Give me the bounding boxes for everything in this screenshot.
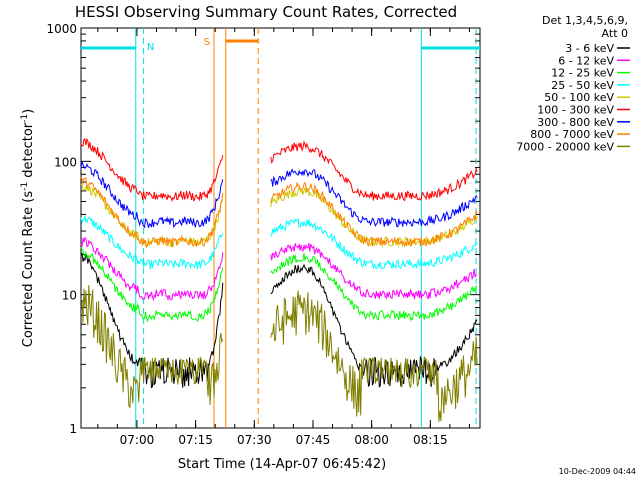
series-line-4 bbox=[270, 185, 478, 248]
series-line-3 bbox=[80, 215, 224, 270]
flag-n-label: N bbox=[147, 42, 154, 53]
y-tick-label: 100 bbox=[54, 155, 77, 169]
y-tick-label: 1 bbox=[69, 422, 77, 436]
legend-label: 25 - 50 keV bbox=[551, 79, 614, 92]
series-line-2 bbox=[80, 247, 224, 323]
footer-timestamp: 10-Dec-2009 04:44 bbox=[559, 467, 636, 476]
series-line-7 bbox=[80, 176, 224, 248]
flag-s-label: S bbox=[204, 37, 210, 48]
y-axis-label: Corrected Count Rate (s-1 detector-1) bbox=[20, 109, 36, 347]
series-line-7 bbox=[270, 181, 478, 248]
x-tick-label: 08:15 bbox=[413, 433, 448, 447]
y-tick-label: 10 bbox=[62, 289, 77, 303]
series-line-6 bbox=[270, 168, 478, 228]
y-tick-label: 1000 bbox=[46, 22, 77, 36]
x-tick-label: 08:00 bbox=[354, 433, 389, 447]
series-line-1 bbox=[80, 236, 224, 302]
plot-area: 07:00 07:15 07:30 07:45 08:00 08:15 1 10 100 1000… bbox=[46, 22, 481, 447]
chart-title: HESSI Observing Summary Count Rates, Cor… bbox=[75, 3, 457, 21]
y-axis-label-mid: detector bbox=[21, 122, 36, 182]
y-axis-label-end: ) bbox=[21, 109, 36, 114]
x-tick-label: 07:15 bbox=[178, 433, 213, 447]
x-tick-label: 07:00 bbox=[120, 433, 155, 447]
legend-title-line2: Att 0 bbox=[602, 27, 628, 40]
y-axis-label-sup: -1 bbox=[20, 182, 30, 191]
series-line-0 bbox=[80, 252, 224, 389]
series-line-8 bbox=[80, 284, 224, 409]
series-line-5 bbox=[80, 137, 224, 203]
legend-label: 300 - 800 keV bbox=[537, 116, 614, 129]
legend-label: 100 - 300 keV bbox=[537, 104, 614, 117]
series-line-3 bbox=[270, 217, 478, 270]
series-line-8 bbox=[270, 290, 478, 422]
legend-label: 7000 - 20000 keV bbox=[516, 140, 614, 153]
y-axis-label-main: Corrected Count Rate (s bbox=[21, 191, 36, 348]
series-line-5 bbox=[270, 140, 478, 202]
series-line-0 bbox=[270, 263, 478, 388]
x-tick-label: 07:30 bbox=[237, 433, 272, 447]
series-line-6 bbox=[80, 160, 224, 229]
legend-label: 6 - 12 keV bbox=[558, 54, 614, 67]
legend-title-line1: Det 1,3,4,5,6,9, bbox=[542, 14, 628, 27]
legend-label: 50 - 100 keV bbox=[544, 91, 614, 104]
legend-label: 12 - 25 keV bbox=[551, 67, 614, 80]
series-line-1 bbox=[270, 243, 478, 300]
legend-label: 800 - 7000 keV bbox=[530, 128, 614, 141]
y-axis-label-sup2: -1 bbox=[20, 114, 30, 123]
series-line-2 bbox=[270, 253, 478, 322]
plot-frame bbox=[80, 27, 481, 429]
x-tick-label: 07:45 bbox=[296, 433, 331, 447]
legend-label: 3 - 6 keV bbox=[565, 42, 614, 55]
x-axis-label: Start Time (14-Apr-07 06:45:42) bbox=[178, 457, 386, 472]
